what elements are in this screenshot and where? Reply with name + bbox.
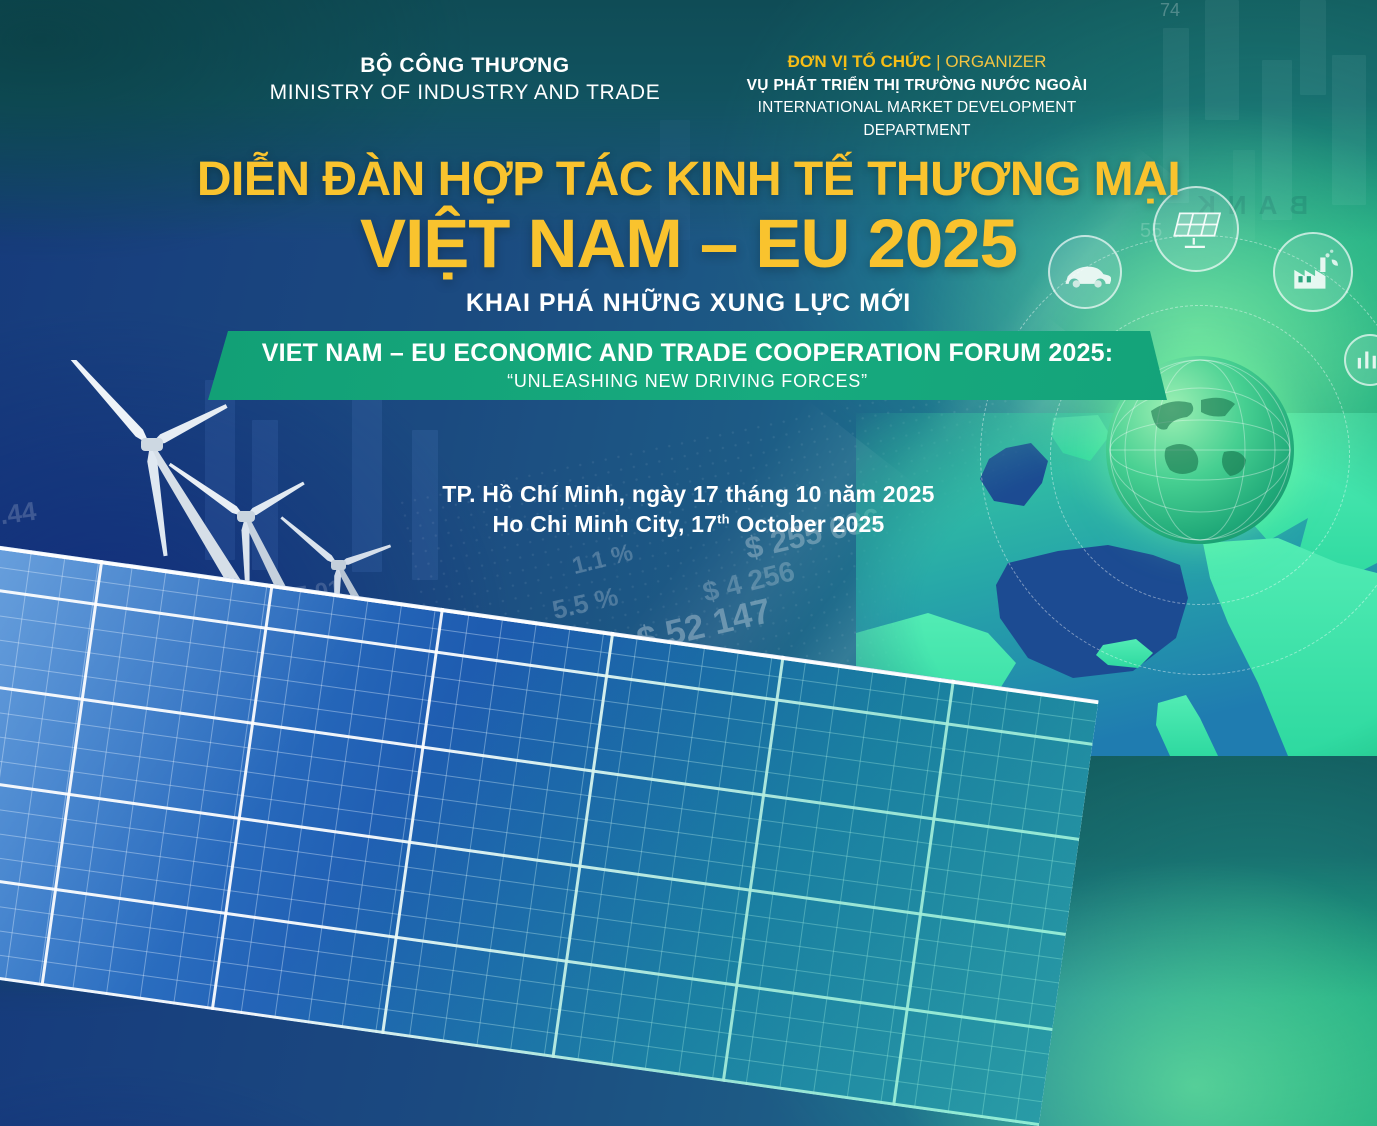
chart-bar-texture <box>1205 0 1239 120</box>
ministry-block: BỘ CÔNG THƯƠNG MINISTRY OF INDUSTRY AND … <box>225 52 705 107</box>
ribbon-line2: “UNLEASHING NEW DRIVING FORCES” <box>507 371 868 391</box>
solar-panel-icon <box>1173 212 1222 248</box>
chart-bar-texture <box>1262 60 1292 220</box>
forum-title-line2-vi: VIỆT NAM – EU 2025 <box>360 205 1018 282</box>
chart-bar-texture <box>660 120 690 240</box>
forum-tagline-vi: KHAI PHÁ NHỮNG XUNG LỰC MỚI <box>465 289 912 317</box>
event-poster: { "poster": { "ministry": { "name_vi": "… <box>0 0 1377 756</box>
background-figure: 74 <box>1160 0 1181 20</box>
organizer-dept-en: INTERNATIONAL MARKET DEVELOPMENT DEPARTM… <box>757 99 1077 139</box>
factory-icon <box>1294 249 1338 289</box>
event-date-en-prefix: Ho Chi Minh City, 17 <box>492 510 718 537</box>
ministry-name-vi: BỘ CÔNG THƯƠNG <box>360 54 570 77</box>
organizer-label: ĐƠN VỊ TỔ CHỨC | ORGANIZER <box>717 50 1117 75</box>
organizer-block: ĐƠN VỊ TỔ CHỨC | ORGANIZER VỤ PHÁT TRIỂN… <box>717 50 1117 142</box>
forum-title-ribbon-en: VIET NAM – EU ECONOMIC AND TRADE COOPERA… <box>208 331 1167 400</box>
event-date-block: TP. Hồ Chí Minh, ngày 17 tháng 10 năm 20… <box>0 480 1377 540</box>
chart-bar-texture <box>1163 28 1189 203</box>
chart-icon <box>1357 351 1376 369</box>
chart-bar-texture <box>1332 55 1366 205</box>
chart-bar-texture <box>352 372 382 572</box>
event-date-en-suffix: October 2025 <box>729 510 885 537</box>
network-node <box>1048 235 1122 309</box>
network-node <box>1153 186 1239 272</box>
chart-bar-texture <box>412 430 438 580</box>
event-date-en: Ho Chi Minh City, 17th October 2025 <box>0 510 1377 540</box>
ministry-name-en: MINISTRY OF INDUSTRY AND TRADE <box>269 81 661 105</box>
event-date-ordinal: th <box>717 511 730 527</box>
ribbon-line1: VIET NAM – EU ECONOMIC AND TRADE COOPERA… <box>261 339 1114 367</box>
event-date-vi: TP. Hồ Chí Minh, ngày 17 tháng 10 năm 20… <box>442 481 935 507</box>
chart-bar-texture <box>1233 150 1255 240</box>
organizer-divider: | <box>936 52 941 71</box>
forum-title-line1-vi: DIỄN ĐÀN HỢP TÁC KINH TẾ THƯƠNG MẠI <box>196 153 1181 206</box>
chart-bar-texture <box>1300 0 1326 95</box>
electric-car-icon <box>1065 266 1111 288</box>
organizer-dept-vi: VỤ PHÁT TRIỂN THỊ TRƯỜNG NƯỚC NGOÀI <box>746 76 1088 94</box>
organizer-label-vi: ĐƠN VỊ TỔ CHỨC <box>787 52 932 71</box>
network-node <box>1273 232 1353 312</box>
organizer-label-en: ORGANIZER <box>945 52 1047 71</box>
